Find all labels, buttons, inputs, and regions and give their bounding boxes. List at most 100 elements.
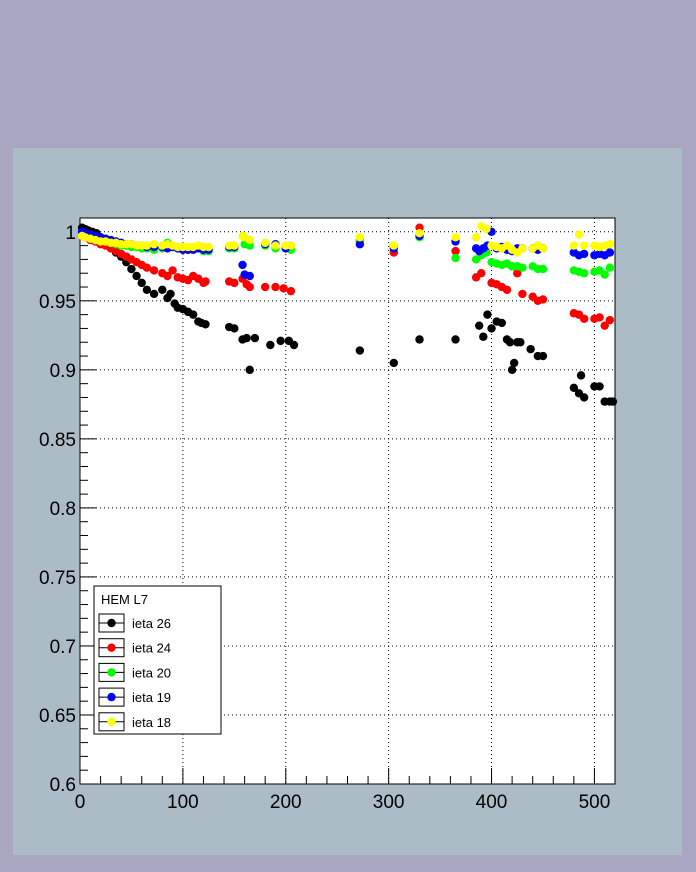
y-tick-label: 0.8	[50, 499, 76, 520]
data-point	[188, 310, 198, 319]
data-point	[276, 336, 285, 346]
data-point	[608, 397, 618, 406]
data-point	[605, 263, 615, 272]
data-point	[132, 271, 141, 281]
data-point	[513, 269, 522, 278]
y-tick-label: 0.6	[50, 775, 76, 796]
data-point	[168, 266, 177, 275]
x-tick-label: 300	[373, 792, 405, 813]
legend-marker	[107, 668, 116, 677]
data-point	[569, 383, 579, 392]
data-point	[497, 318, 507, 328]
data-point	[579, 241, 589, 250]
y-tick-label: 1	[65, 223, 76, 244]
data-point	[163, 271, 172, 281]
data-point	[260, 282, 270, 292]
data-point	[286, 286, 296, 296]
data-point	[538, 351, 548, 361]
data-point	[238, 260, 247, 270]
data-point	[505, 338, 515, 347]
data-point	[260, 238, 270, 248]
data-point	[271, 282, 280, 292]
data-point	[201, 320, 210, 329]
series-ieta-26	[77, 223, 618, 406]
data-point	[204, 242, 213, 252]
data-point	[451, 246, 460, 256]
data-point	[242, 333, 251, 343]
y-tick-label: 0.75	[39, 568, 76, 589]
data-point	[538, 264, 548, 274]
data-point	[502, 285, 512, 294]
series-ieta-18	[77, 222, 615, 257]
scatter-plot: 0 100 200 300 400 500 0.6 0.65 0.7 0.75 0.8 0.85 0.9…	[39, 217, 618, 813]
y-tick-label: 0.7	[50, 637, 76, 658]
legend-marker	[107, 618, 116, 628]
y-tick-label: 0.95	[39, 292, 76, 313]
x-tick-label: 200	[270, 792, 302, 813]
data-point	[576, 371, 586, 380]
data-point	[574, 230, 584, 239]
data-point	[451, 335, 460, 344]
data-point	[389, 358, 398, 368]
data-point	[595, 313, 604, 322]
data-point	[518, 244, 527, 253]
data-point	[600, 321, 609, 330]
y-tick-label: 0.85	[39, 430, 76, 451]
data-point	[569, 241, 579, 250]
data-point	[142, 241, 152, 250]
data-point	[451, 253, 460, 263]
data-point	[230, 278, 239, 288]
data-point	[149, 240, 159, 249]
legend-label: ieta 26	[132, 616, 171, 631]
data-point	[579, 314, 589, 323]
data-point	[483, 310, 492, 319]
legend: HEM L7 ieta 26 ieta 24 ieta 20 ieta 19 ieta 1…	[93, 585, 222, 735]
data-point	[230, 241, 239, 250]
data-point	[127, 264, 136, 274]
data-point	[474, 321, 484, 330]
data-point	[451, 233, 460, 242]
data-point	[355, 233, 365, 242]
data-point	[266, 340, 275, 350]
data-point	[245, 271, 254, 281]
data-point	[516, 338, 525, 347]
data-point	[482, 224, 491, 234]
axes: 0 100 200 300 400 500 0.6 0.65 0.7 0.75 0.8 0.85 0.9…	[39, 223, 610, 813]
y-tick-label: 0.9	[50, 361, 76, 382]
legend-marker	[107, 643, 116, 652]
data-point	[605, 315, 615, 325]
data-point	[230, 324, 239, 333]
data-point	[279, 284, 288, 293]
data-point	[600, 270, 609, 279]
data-point	[415, 228, 424, 238]
data-point	[415, 335, 424, 344]
data-point	[538, 295, 548, 304]
legend-title: HEM L7	[101, 592, 148, 607]
data-point	[250, 333, 260, 343]
x-tick-label: 400	[476, 792, 508, 813]
y-tick-label: 0.65	[39, 706, 76, 727]
data-point	[479, 332, 488, 341]
data-point	[142, 285, 152, 294]
data-point	[137, 278, 146, 288]
legend-entry: ieta 24	[98, 638, 171, 658]
data-point	[149, 289, 159, 299]
data-point	[538, 244, 548, 253]
x-tick-label: 500	[579, 792, 611, 813]
x-tick-label: 0	[75, 792, 86, 813]
data-point	[579, 393, 589, 402]
data-point	[201, 277, 210, 286]
legend-entry: ieta 20	[98, 662, 171, 682]
data-point	[477, 269, 486, 278]
legend-marker	[107, 692, 116, 702]
data-point	[605, 240, 615, 249]
x-tick-label: 100	[167, 792, 199, 813]
data-point	[579, 249, 589, 259]
canvas-pad: 0 100 200 300 400 500 0.6 0.65 0.7 0.75 0.8 0.85 0.9…	[13, 148, 682, 855]
data-point	[471, 233, 481, 242]
legend-box	[93, 585, 222, 735]
data-point	[509, 358, 519, 368]
data-point	[142, 263, 152, 272]
data-point	[389, 241, 398, 250]
data-points	[77, 222, 618, 406]
